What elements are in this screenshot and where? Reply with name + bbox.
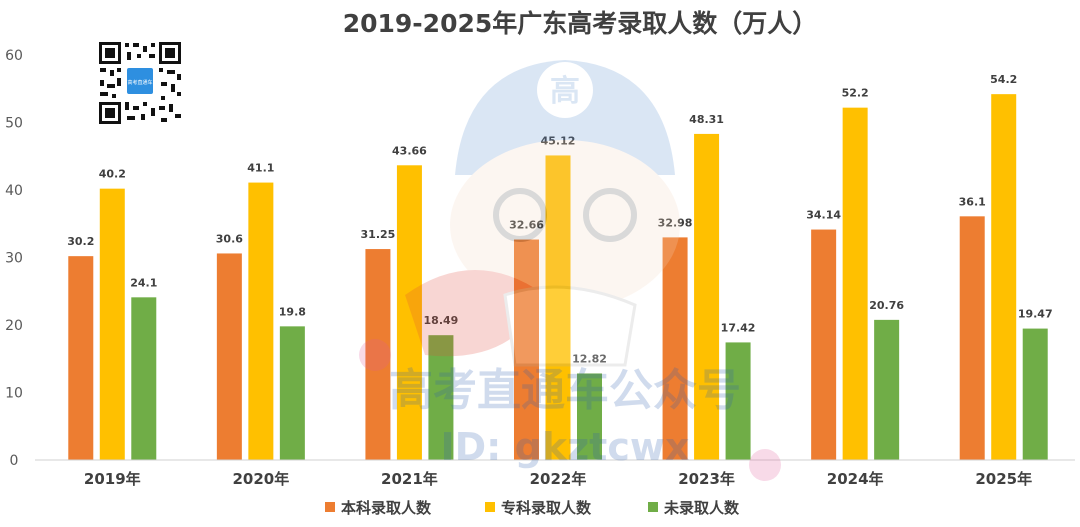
legend-swatch	[325, 502, 335, 512]
bar-2-4	[545, 155, 571, 460]
bar-2-1	[99, 188, 125, 460]
x-tick-label: 2019年	[84, 470, 141, 488]
legend-label: 专科录取人数	[501, 499, 592, 517]
x-axis: 2019年 2020年 2021年 2022年 2023年 2024年 2025年	[84, 470, 1032, 488]
y-tick-label: 20	[5, 318, 23, 334]
y-tick-label: 0	[10, 453, 19, 469]
x-tick-label: 2021年	[381, 470, 438, 488]
bar-3-7	[1022, 328, 1048, 460]
x-tick-label: 2022年	[530, 470, 587, 488]
bar-1-1	[68, 256, 94, 460]
x-tick-label: 2025年	[975, 470, 1032, 488]
data-label: 30.6	[216, 232, 243, 245]
data-label: 31.25	[361, 228, 396, 241]
data-label: 43.66	[392, 144, 427, 157]
data-label: 36.1	[959, 195, 986, 208]
bars-group: 30.2 40.2 24.1 30.6 41.1 19.8 31.25 43.66 18.49 3…	[67, 73, 1053, 461]
data-label: 34.14	[806, 209, 841, 222]
bar-2-2	[248, 182, 274, 460]
bar-3-2	[279, 326, 305, 460]
y-tick-label: 10	[5, 386, 23, 402]
data-label: 45.12	[541, 134, 576, 147]
data-label: 32.66	[509, 219, 544, 232]
data-label: 41.1	[247, 162, 274, 175]
bar-3-5	[725, 342, 751, 460]
bar-3-1	[131, 297, 157, 460]
y-tick-label: 50	[5, 116, 23, 132]
chart-title: 2019-2025年广东高考录取人数（万人）	[343, 9, 818, 38]
qr-label: 高考直通车	[127, 79, 152, 86]
data-label: 54.2	[990, 73, 1017, 86]
y-tick-label: 60	[5, 48, 23, 64]
data-label: 52.2	[842, 87, 869, 100]
x-tick-label: 2024年	[827, 470, 884, 488]
y-tick-label: 40	[5, 183, 23, 199]
data-label: 19.47	[1018, 308, 1053, 321]
legend-label: 未录取人数	[663, 499, 740, 517]
data-label: 30.2	[67, 235, 94, 248]
bar-2-5	[694, 133, 720, 460]
qr-code: 高考直通车	[97, 40, 183, 126]
legend-label: 本科录取人数	[341, 499, 432, 517]
bar-3-3	[428, 335, 454, 460]
bar-3-6	[874, 319, 900, 460]
legend: 本科录取人数 专科录取人数 未录取人数	[325, 499, 740, 517]
data-label: 40.2	[99, 168, 126, 181]
y-tick-label: 30	[5, 251, 23, 267]
data-label: 12.82	[572, 352, 607, 365]
bar-1-3	[365, 249, 391, 460]
data-label: 18.49	[424, 314, 459, 327]
x-tick-label: 2023年	[678, 470, 735, 488]
x-tick-label: 2020年	[232, 470, 289, 488]
data-label: 19.8	[279, 305, 306, 318]
bar-1-2	[216, 253, 242, 460]
bar-1-5	[662, 237, 688, 460]
y-axis: 0 10 20 30 40 50 60	[5, 48, 23, 469]
legend-swatch	[648, 502, 658, 512]
data-label: 17.42	[721, 321, 756, 334]
bar-2-7	[991, 94, 1017, 461]
bar-1-4	[514, 239, 539, 460]
data-label: 32.98	[658, 216, 693, 229]
bar-1-7	[959, 216, 985, 460]
data-label: 24.1	[130, 276, 157, 289]
bar-2-6	[842, 107, 868, 461]
data-label: 48.31	[689, 113, 724, 126]
legend-swatch	[485, 502, 495, 512]
bar-2-3	[396, 165, 422, 461]
data-label: 20.76	[869, 299, 904, 312]
bar-1-6	[811, 229, 837, 460]
bar-3-4	[577, 373, 602, 460]
